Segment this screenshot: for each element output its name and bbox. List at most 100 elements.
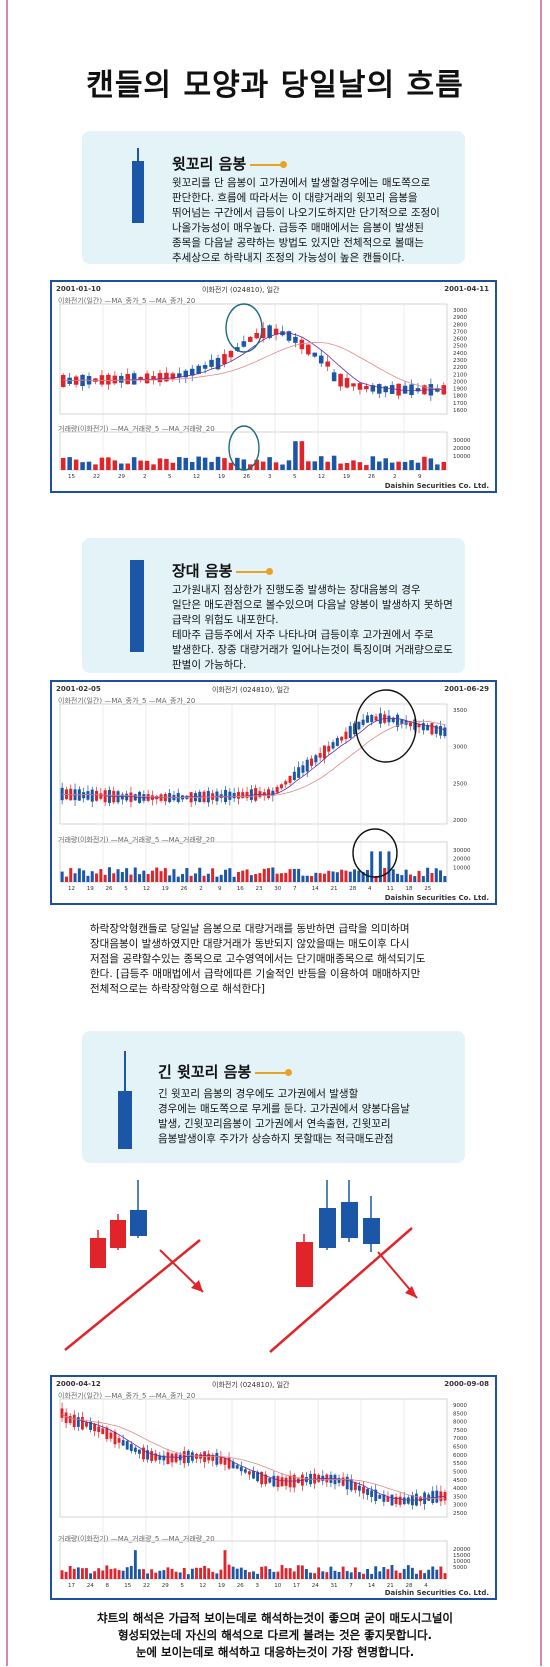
- volume-bar: [254, 874, 258, 882]
- moving-average-line: [63, 341, 444, 390]
- date-tick-label: 10: [274, 1583, 281, 1589]
- volume-bar: [146, 874, 150, 882]
- price-tick-label: 2300: [453, 358, 467, 364]
- volume-bar: [415, 1573, 418, 1579]
- volume-bar: [138, 1569, 141, 1579]
- volume-bar: [396, 873, 400, 882]
- candle-body: [174, 1453, 178, 1463]
- candle-body: [166, 1452, 170, 1464]
- date-tick-label: 4: [368, 886, 372, 892]
- volume-bar: [300, 1565, 304, 1579]
- volume-bar: [211, 1571, 215, 1579]
- candle-body: [170, 373, 176, 380]
- candle-body: [146, 1450, 150, 1460]
- price-tick-label: 2400: [453, 351, 467, 357]
- page-frame: [6, 0, 542, 1666]
- price-tick-label: 2700: [453, 329, 467, 335]
- candle-body: [109, 1432, 113, 1439]
- date-tick-label: 15: [68, 474, 75, 480]
- candle-body: [154, 1453, 158, 1461]
- volume-bar: [314, 872, 318, 882]
- volume-bar: [199, 1567, 202, 1579]
- volume-tick-label: 10000: [453, 865, 471, 871]
- volume-bar: [121, 1570, 125, 1579]
- candle-body: [93, 1423, 97, 1432]
- volume-bar: [301, 875, 305, 882]
- price-tick-label: 2500: [453, 1511, 467, 1517]
- candle-body: [390, 1494, 394, 1506]
- heading-marker-icon: [250, 160, 288, 168]
- candle-body: [394, 1496, 398, 1505]
- volume-bar: [177, 457, 182, 470]
- candle-body: [382, 1494, 386, 1502]
- candle-body: [150, 795, 154, 800]
- volume-bar: [219, 874, 223, 882]
- date-tick-label: 19: [218, 474, 225, 480]
- candle-body: [338, 373, 343, 387]
- volume-bar: [297, 868, 301, 882]
- volume-bar: [361, 871, 365, 882]
- date-tick-label: 19: [162, 886, 169, 892]
- date-tick-label: 28: [406, 1583, 413, 1589]
- price-panel: [59, 703, 448, 825]
- volume-bar: [327, 870, 331, 882]
- volume-bar: [80, 1568, 84, 1579]
- volume-bar: [190, 1568, 194, 1579]
- price-tick-label: 7500: [453, 1428, 467, 1434]
- candle-body: [121, 1440, 125, 1446]
- price-panel: [59, 1398, 448, 1518]
- date-tick-label: 24: [87, 1583, 94, 1589]
- candle-body: [86, 791, 90, 800]
- candle-body: [370, 385, 376, 392]
- moving-average-line: [61, 1414, 445, 1501]
- volume-bar: [163, 868, 167, 882]
- volume-bar: [322, 873, 326, 882]
- volume-bar: [409, 460, 414, 470]
- volume-bar: [60, 457, 66, 470]
- candle-body: [387, 715, 391, 723]
- volume-bar: [391, 869, 395, 882]
- candle-body: [68, 1416, 72, 1423]
- section-text: 긴 윗꼬리 음봉의 경우에도 고가권에서 발생할 경우에는 매도쪽으로 무게를 둔…: [158, 1088, 410, 1145]
- candle-body: [272, 1475, 276, 1487]
- date-tick-label: 21: [387, 1583, 394, 1589]
- chart-legend-volume: 거래량(이화전기) —MA_거래량_5 —MA_거래량_20: [58, 425, 215, 433]
- volume-bar: [206, 873, 210, 882]
- volume-bar: [394, 1570, 398, 1579]
- volume-bar: [185, 868, 189, 882]
- chart-2-plot: 3500 3000 2500 2000 30000 20000 10000 12 19 26 5 12…: [59, 689, 471, 892]
- candle-body: [378, 713, 382, 724]
- volume-bar: [374, 1566, 378, 1579]
- candle-wick-icon: [124, 1051, 126, 1093]
- candle-body: [235, 347, 240, 351]
- price-tick-label: 6500: [453, 1445, 467, 1451]
- volume-bar: [193, 873, 197, 882]
- volume-bar: [241, 870, 245, 882]
- volume-bar: [410, 1567, 414, 1579]
- date-tick-label: 15: [124, 1583, 131, 1589]
- volume-bar: [158, 1570, 162, 1579]
- volume-bar: [164, 458, 169, 470]
- volume-bar: [215, 876, 219, 882]
- date-tick-label: 26: [181, 886, 188, 892]
- candle-body: [344, 731, 348, 740]
- candle-body: [90, 789, 94, 802]
- volume-bar: [421, 876, 425, 882]
- candle-body: [228, 350, 234, 358]
- volume-bar: [60, 1570, 64, 1579]
- candle-body: [215, 357, 221, 370]
- volume-bar: [144, 460, 150, 470]
- candle-body: [182, 1451, 186, 1464]
- candle-body: [264, 1474, 268, 1485]
- candle-body: [112, 790, 116, 803]
- moving-average-line: [62, 720, 445, 798]
- volume-bar: [93, 464, 98, 470]
- date-tick-label: 17: [293, 1583, 300, 1589]
- volume-bar: [195, 1567, 198, 1579]
- candle-body: [219, 1456, 223, 1464]
- date-tick-label: 14: [368, 1583, 375, 1589]
- date-tick-label: 3: [268, 474, 272, 480]
- volume-bar: [106, 457, 111, 470]
- volume-bar: [292, 1571, 296, 1579]
- candle-body: [276, 1476, 280, 1488]
